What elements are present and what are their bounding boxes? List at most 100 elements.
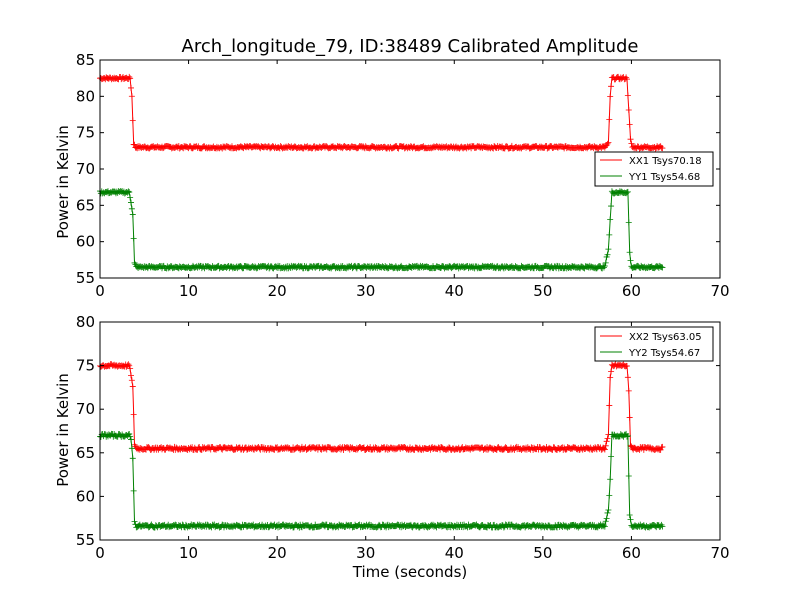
data-point-marker [130, 235, 137, 242]
data-point-marker [607, 476, 614, 483]
data-point-marker [626, 249, 633, 256]
data-point-marker [603, 438, 610, 445]
data-point-marker [607, 93, 614, 100]
x-axis-label: Time (seconds) [352, 563, 468, 581]
top-x-tick-label: 0 [95, 282, 105, 300]
data-point-marker [606, 231, 613, 238]
data-point-marker [625, 473, 632, 479]
data-point-marker [127, 365, 134, 372]
data-point-marker [128, 436, 134, 443]
data-point-marker [601, 446, 608, 453]
data-point-marker [604, 251, 611, 258]
data-point-marker [607, 374, 614, 381]
data-point-marker [604, 509, 611, 516]
data-point-marker [624, 92, 631, 99]
legend-label-xx2: XX2 Tsys63.05 [629, 332, 702, 343]
bottom-y-tick-label: 65 [76, 444, 95, 462]
top-x-tick-label: 20 [268, 282, 287, 300]
data-point-marker [129, 117, 136, 124]
data-point-marker [605, 139, 612, 146]
data-point-marker [130, 487, 137, 494]
data-point-marker [624, 433, 630, 440]
top-y-tick-label: 80 [76, 87, 95, 105]
top-x-tick-label: 30 [356, 282, 375, 300]
legend-label-yy1: YY1 Tsys54.68 [628, 172, 700, 183]
data-point-marker [624, 363, 630, 370]
data-point-marker [627, 257, 634, 264]
data-point-marker [624, 76, 630, 83]
bottom-y-tick-label: 55 [76, 531, 95, 549]
bottom-x-tick-label: 0 [95, 544, 105, 562]
top-y-axis-label: Power in Kelvin [54, 125, 72, 239]
bottom-y-tick-label: 75 [76, 357, 95, 375]
bottom-x-tick-label: 10 [179, 544, 198, 562]
top-plot-series [97, 73, 666, 272]
data-point-marker [627, 516, 634, 523]
data-point-marker [626, 121, 633, 128]
data-point-marker [608, 83, 615, 90]
data-point-marker [626, 414, 633, 421]
data-point-marker [602, 442, 609, 449]
legend-label-yy2: YY2 Tsys54.67 [628, 348, 700, 359]
top-x-tick-label: 10 [179, 282, 198, 300]
data-point-marker [601, 263, 608, 270]
data-point-marker [624, 432, 631, 439]
bottom-y-tick-label: 70 [76, 400, 95, 418]
bottom-plot-series [97, 361, 666, 531]
chart-title: Arch_longitude_79, ID:38489 Calibrated A… [182, 36, 639, 57]
data-point-marker [129, 383, 136, 390]
data-point-marker [128, 93, 135, 100]
legend-label-xx1: XX1 Tsys70.18 [629, 156, 702, 167]
data-point-marker [626, 511, 633, 518]
data-point-marker [604, 140, 611, 147]
bottom-plot-frame [99, 321, 721, 541]
data-point-marker [600, 264, 607, 271]
bottom-x-tick-label: 20 [268, 544, 287, 562]
top-axis-ticks: 0 10 20 30 40 50 60 70 55 60 65 70 75 80 85 [76, 51, 730, 300]
data-point-marker [602, 518, 609, 525]
data-point-marker [602, 259, 609, 266]
top-y-tick-label: 70 [76, 160, 95, 178]
top-legend-box [594, 151, 714, 187]
top-y-tick-label: 60 [76, 233, 95, 251]
bottom-x-tick-label: 50 [533, 544, 552, 562]
data-point-marker [127, 194, 134, 201]
top-y-tick-label: 55 [76, 269, 95, 287]
bottom-y-tick-label: 80 [76, 313, 95, 331]
data-point-marker [608, 453, 615, 460]
data-point-marker [605, 246, 612, 253]
data-point-marker [624, 188, 631, 195]
data-point-marker [601, 523, 608, 530]
data-point-marker [658, 521, 665, 528]
data-point-marker [659, 523, 666, 530]
top-y-tick-label: 75 [76, 124, 95, 142]
data-point-marker [659, 145, 666, 152]
data-point-marker [125, 361, 132, 368]
top-legend: XX1 Tsys70.18 YY1 Tsys54.68 [594, 151, 714, 187]
data-point-marker [628, 140, 635, 147]
bottom-y-axis-label: Power in Kelvin [54, 373, 72, 487]
data-point-marker [127, 75, 134, 82]
data-point-marker [130, 411, 137, 418]
top-subplot: Arch_longitude_79, ID:38489 Calibrated A… [54, 36, 730, 300]
data-point-marker [129, 455, 136, 462]
bottom-x-tick-label: 70 [710, 544, 729, 562]
data-point-marker [128, 199, 134, 206]
data-point-marker [625, 106, 632, 113]
data-point-marker [126, 189, 133, 196]
data-point-marker [131, 518, 138, 525]
data-point-marker [624, 374, 631, 381]
top-y-tick-label: 65 [76, 196, 95, 214]
data-point-marker [600, 522, 607, 529]
data-point-marker [129, 211, 136, 218]
bottom-x-tick-label: 30 [356, 544, 375, 562]
data-point-marker [606, 402, 613, 409]
data-point-marker [625, 387, 632, 394]
data-point-marker [659, 443, 666, 450]
top-x-tick-label: 40 [445, 282, 464, 300]
bottom-y-tick-label: 60 [76, 487, 95, 505]
data-point-marker [603, 515, 610, 522]
data-point-marker [125, 188, 132, 195]
data-point-marker [128, 445, 135, 452]
data-point-marker [608, 368, 615, 375]
